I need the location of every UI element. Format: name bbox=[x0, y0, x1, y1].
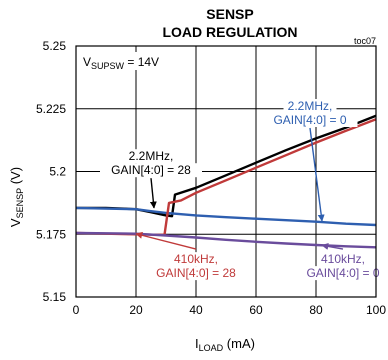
x-tick-label: 20 bbox=[129, 303, 143, 317]
annotation-arrow bbox=[149, 178, 157, 209]
y-tick-label: 5.225 bbox=[36, 102, 66, 116]
x-tick-label: 0 bbox=[73, 303, 80, 317]
y-tick-label: 5.175 bbox=[36, 227, 66, 241]
annotation-arrow bbox=[309, 127, 325, 222]
annotation-background bbox=[295, 266, 388, 281]
y-tick-label: 5.25 bbox=[43, 39, 67, 53]
plot-frame bbox=[75, 45, 377, 298]
x-axis-main: I bbox=[195, 336, 199, 351]
annotation-label: GAIN[4:0] = 28 bbox=[156, 266, 236, 280]
svg-text:VSUPSW = 14V: VSUPSW = 14V bbox=[83, 55, 159, 71]
annotations: 2.2MHz,GAIN[4:0] = 282.2MHz,GAIN[4:0] = … bbox=[100, 99, 388, 281]
series-line bbox=[75, 206, 377, 227]
y-axis-sub: SENSP bbox=[15, 188, 25, 219]
annotation-background bbox=[100, 163, 202, 178]
x-tick-label: 40 bbox=[189, 303, 203, 317]
y-axis-unit: (V) bbox=[8, 167, 23, 188]
annotation-label: GAIN[4:0] = 0 bbox=[273, 113, 346, 127]
annotation-background bbox=[283, 99, 337, 114]
figure-tag: toc07 bbox=[354, 36, 376, 46]
y-axis-main: V bbox=[8, 218, 23, 227]
x-axis-sub: LOAD bbox=[199, 343, 224, 353]
x-tick-label: 100 bbox=[366, 303, 386, 317]
annotation-arrow bbox=[135, 231, 197, 250]
annotation-label: GAIN[4:0] = 0 bbox=[306, 266, 379, 280]
y-axis-title: VSENSP (V) bbox=[8, 167, 25, 227]
annotation-label: 2.2MHz, bbox=[288, 99, 333, 113]
annotation-background bbox=[124, 149, 178, 164]
condition-main: V bbox=[83, 55, 91, 69]
annotation-background bbox=[316, 252, 370, 267]
x-tick-label: 60 bbox=[249, 303, 263, 317]
tick-labels: 0 20 40 60 80 100 5.15 5.175 5.2 5.225 5.25 bbox=[36, 39, 386, 317]
annotation-label: 410kHz, bbox=[321, 252, 365, 266]
series-lines bbox=[75, 114, 377, 249]
supply-condition-label: VSUPSW = 14V bbox=[79, 52, 167, 71]
annotation-label: GAIN[4:0] = 28 bbox=[111, 163, 191, 177]
annotation-background bbox=[262, 113, 358, 128]
y-tick-label: 5.2 bbox=[49, 165, 66, 179]
x-axis-title: ILOAD (mA) bbox=[195, 336, 255, 353]
y-tick-label: 5.15 bbox=[43, 290, 67, 304]
annotation-background bbox=[169, 252, 223, 267]
series-line bbox=[75, 231, 377, 249]
condition-rest: = 14V bbox=[124, 55, 159, 69]
chart-subtitle: LOAD REGULATION bbox=[162, 24, 297, 40]
annotation-label: 410kHz, bbox=[174, 252, 218, 266]
x-axis-unit: (mA) bbox=[223, 336, 255, 351]
condition-sub: SUPSW bbox=[91, 61, 125, 71]
condition-background bbox=[79, 52, 167, 70]
annotation-label: 2.2MHz, bbox=[129, 149, 174, 163]
annotation-background bbox=[145, 266, 247, 281]
chart-title: SENSP bbox=[206, 6, 253, 22]
x-tick-label: 80 bbox=[309, 303, 323, 317]
annotation-arrow bbox=[321, 242, 344, 250]
